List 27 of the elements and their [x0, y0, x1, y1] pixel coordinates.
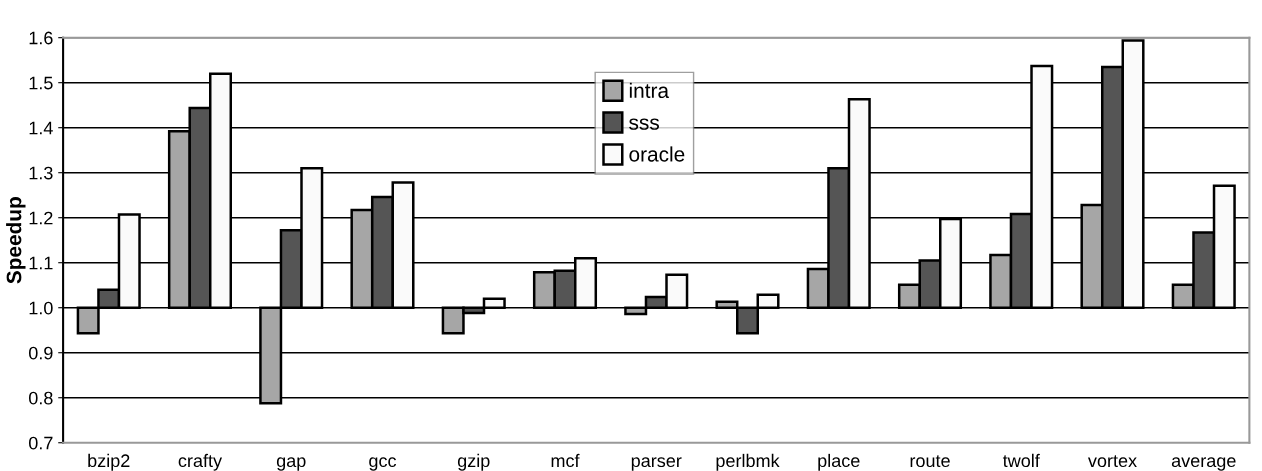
x-tick-label: average	[1171, 457, 1236, 471]
y-tick-label: 0.8	[28, 391, 53, 405]
x-tick-label: twolf	[1002, 453, 1040, 468]
x-tick-label: mcf	[551, 453, 580, 468]
legend-label: oracle	[629, 146, 685, 162]
x-tick-label: gzip	[457, 453, 490, 471]
y-tick-label: 0.7	[28, 436, 53, 450]
x-tick-label: parser	[631, 457, 682, 471]
y-tick-label: 1.2	[29, 211, 53, 225]
x-tick-label: crafty	[178, 453, 223, 471]
y-tick-label: 1.6	[29, 31, 53, 45]
y-tick-label: 1.0	[29, 301, 53, 315]
y-tick-label: 1.1	[29, 256, 53, 270]
x-tick-label: perlbmk	[716, 453, 780, 471]
y-tick-label: 0.9	[28, 346, 53, 360]
x-tick-label: gap	[276, 457, 306, 471]
x-tick-label: route	[910, 455, 950, 468]
y-tick-label: 1.3	[29, 166, 53, 180]
y-tick-label: 1.4	[29, 121, 53, 135]
y-tick-label: 1.5	[29, 76, 53, 90]
legend-label: intra	[629, 82, 670, 99]
x-tick-label: gcc	[369, 457, 397, 471]
x-tick-label: vortex	[1087, 455, 1137, 468]
x-tick-label: bzip2	[88, 453, 130, 471]
legend-label: sss	[629, 118, 660, 130]
y-axis-title: Speedup	[6, 197, 26, 284]
x-tick-label: place	[818, 453, 860, 471]
